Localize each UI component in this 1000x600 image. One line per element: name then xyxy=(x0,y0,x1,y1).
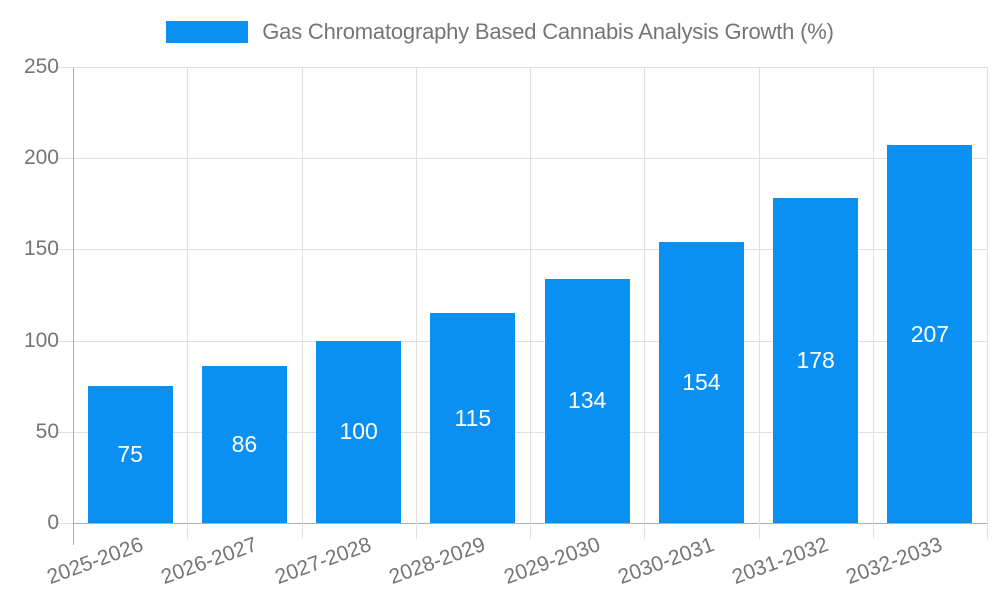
y-axis-tick-label: 100 xyxy=(23,328,59,352)
x-axis-tick-label: 2030-2031 xyxy=(614,533,718,589)
gridline-vertical xyxy=(758,67,760,523)
bar-value-label: 75 xyxy=(117,441,143,468)
gridline-vertical xyxy=(872,67,874,523)
x-axis-tick xyxy=(301,523,303,539)
x-axis-tick-label: 2032-2033 xyxy=(843,533,946,589)
bar[interactable]: 154 xyxy=(658,242,744,523)
x-axis-tick-label: 2029-2030 xyxy=(500,533,603,589)
x-axis-tick-label: 2028-2029 xyxy=(386,533,489,589)
bar[interactable]: 100 xyxy=(316,340,402,523)
x-axis-tick xyxy=(187,523,189,539)
bar-value-label: 86 xyxy=(231,431,258,458)
gridline-vertical xyxy=(530,67,531,523)
legend-label: Gas Chromatography Based Cannabis Analys… xyxy=(262,19,834,44)
gridline-vertical xyxy=(987,67,988,523)
bar[interactable]: 75 xyxy=(87,386,173,523)
gridline-vertical xyxy=(415,67,417,523)
bar-value-label: 178 xyxy=(796,347,835,374)
y-axis-tick xyxy=(58,67,73,68)
gridline-vertical xyxy=(301,67,303,523)
y-axis-tick xyxy=(58,523,73,524)
y-axis-tick-label: 150 xyxy=(23,237,59,261)
x-axis-tick-label: 2027-2028 xyxy=(272,533,375,589)
gridline-vertical xyxy=(187,67,189,523)
y-axis-tick-label: 50 xyxy=(35,419,59,443)
y-axis-tick-label: 250 xyxy=(23,55,59,78)
bar-value-label: 134 xyxy=(567,387,607,414)
bar-value-label: 115 xyxy=(454,404,492,431)
x-axis-tick xyxy=(872,523,874,539)
bar-value-label: 207 xyxy=(910,320,950,347)
y-axis-tick-label: 0 xyxy=(47,511,59,534)
bar-value-label: 154 xyxy=(682,369,721,396)
x-axis-tick xyxy=(758,523,760,539)
y-axis-tick xyxy=(58,340,73,342)
y-axis-tick xyxy=(58,431,73,433)
bar-value-label: 100 xyxy=(339,418,378,445)
legend-swatch xyxy=(166,21,249,43)
x-axis-tick-label: 2025-2026 xyxy=(43,533,146,589)
x-axis-tick xyxy=(644,523,646,539)
bar[interactable]: 178 xyxy=(773,198,859,523)
y-axis-tick xyxy=(58,249,73,251)
x-axis-tick xyxy=(530,523,531,539)
gridline-vertical xyxy=(644,67,646,523)
x-axis-tick-label: 2026-2027 xyxy=(157,533,261,589)
x-axis-tick xyxy=(415,523,417,539)
bar[interactable]: 115 xyxy=(430,313,516,523)
y-axis-tick xyxy=(58,158,73,160)
bar[interactable]: 134 xyxy=(544,278,630,523)
y-axis-line xyxy=(73,67,74,545)
x-axis-tick-label: 2031-2032 xyxy=(729,533,832,589)
y-axis-tick-label: 200 xyxy=(23,146,59,170)
x-axis-tick xyxy=(987,523,988,539)
chart-legend[interactable]: Gas Chromatography Based Cannabis Analys… xyxy=(0,19,1000,45)
bar[interactable]: 207 xyxy=(887,145,973,523)
bar[interactable]: 86 xyxy=(201,366,287,523)
